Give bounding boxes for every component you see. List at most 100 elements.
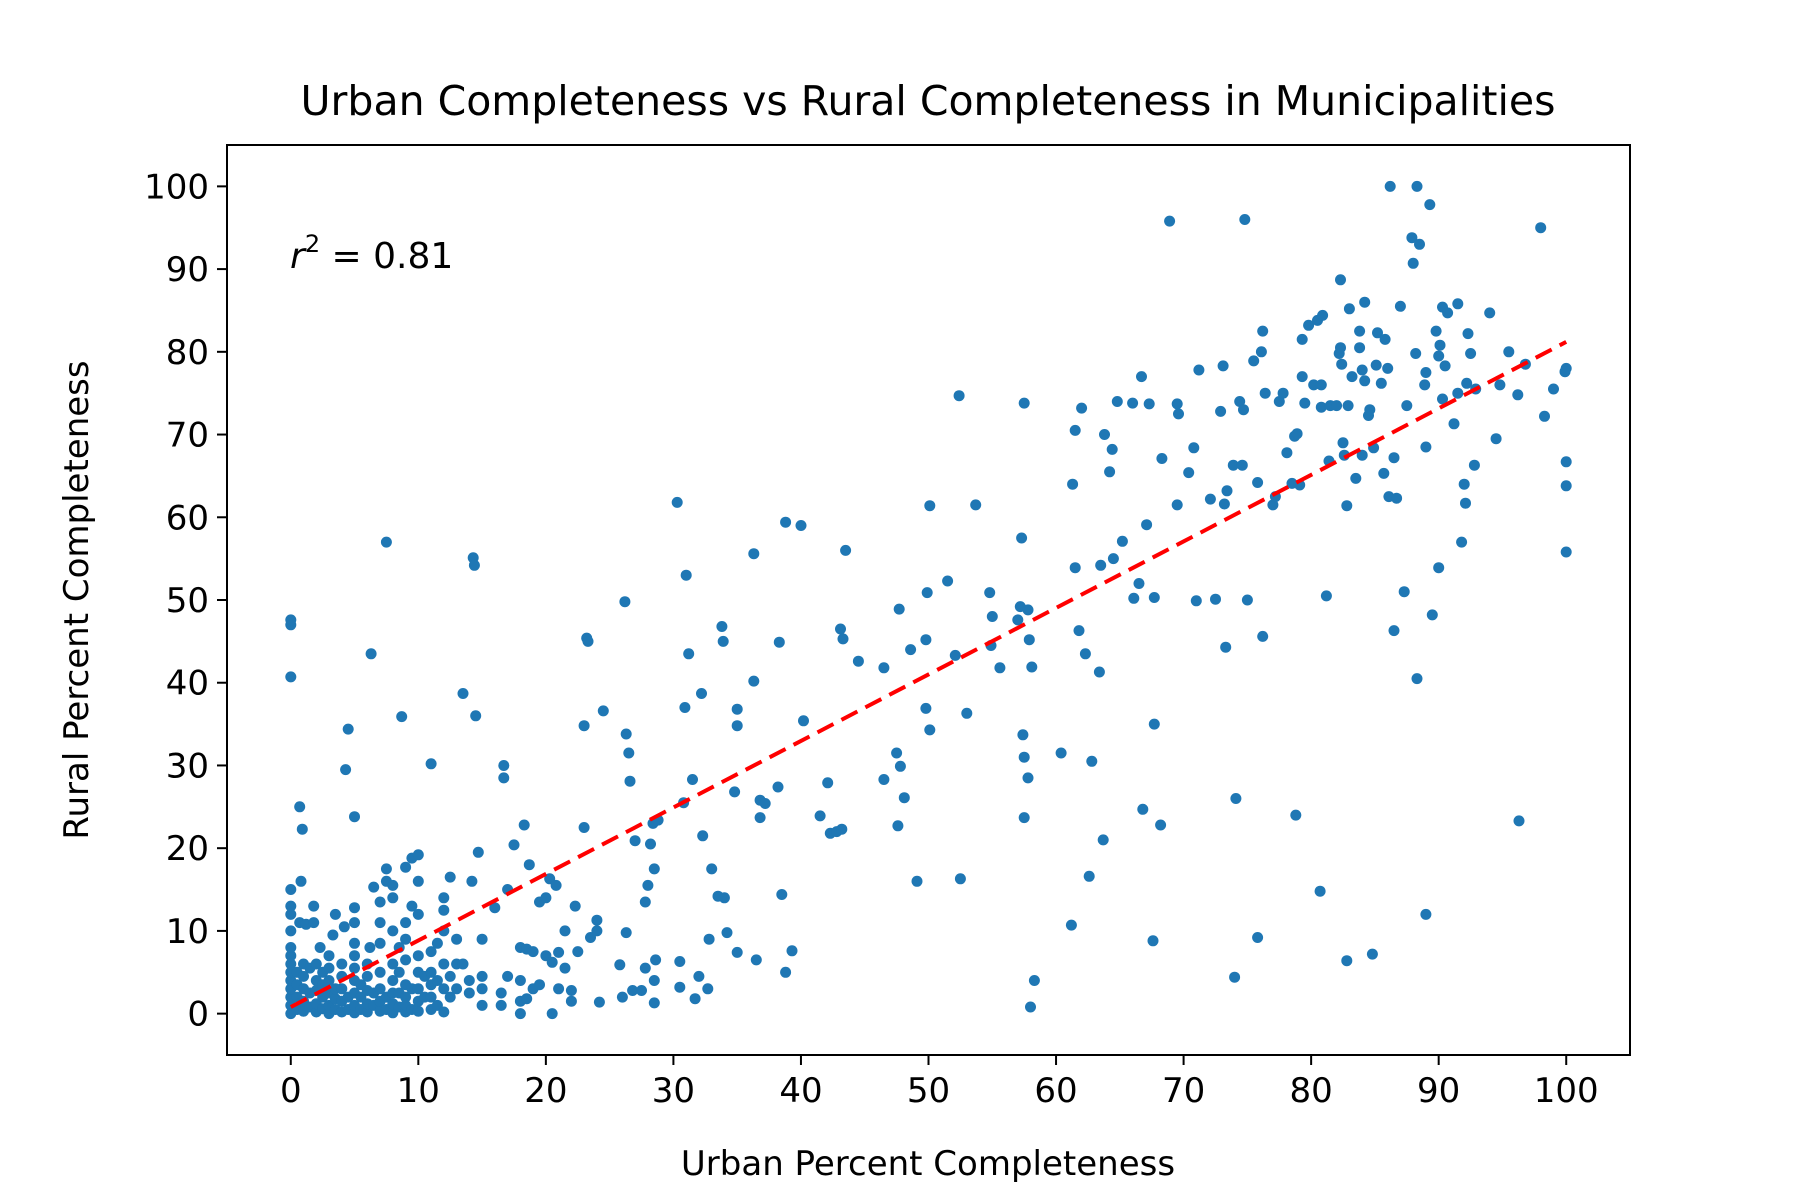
r-squared-annotation: r2 = 0.81: [290, 230, 453, 277]
scatter-point: [689, 993, 701, 1005]
scatter-point: [1512, 389, 1524, 401]
scatter-point: [546, 1008, 558, 1020]
scatter-point: [361, 970, 373, 982]
scatter-point: [721, 927, 733, 939]
scatter-point: [1291, 428, 1303, 440]
scatter-point: [1259, 387, 1271, 399]
scatter-point: [1022, 772, 1034, 784]
scatter-point: [1017, 729, 1029, 741]
y-tick-label: 10: [166, 912, 209, 952]
scatter-point: [1378, 467, 1390, 479]
scatter-point: [1354, 325, 1366, 337]
y-tick-label: 60: [166, 498, 209, 538]
scatter-point: [1183, 467, 1195, 479]
scatter-point: [1379, 333, 1391, 345]
scatter-point: [578, 720, 590, 732]
scatter-point: [891, 747, 903, 759]
scatter-point: [365, 648, 377, 660]
scatter-point: [1335, 274, 1346, 286]
scatter-point: [1267, 499, 1279, 511]
scatter-point: [412, 1005, 424, 1017]
scatter-point: [623, 747, 635, 759]
scatter-point: [1095, 559, 1107, 571]
scatter-point: [329, 908, 341, 920]
scatter-point: [1171, 499, 1183, 511]
scatter-point: [1239, 214, 1251, 225]
scatter-point: [476, 970, 488, 982]
scatter-point: [1173, 408, 1184, 420]
scatter-point: [1407, 257, 1419, 269]
scatter-point: [1193, 364, 1205, 376]
scatter-point: [1069, 562, 1081, 574]
scatter-point: [961, 707, 973, 719]
scatter-point: [1442, 307, 1454, 319]
y-axis-label: Rural Percent Completeness: [57, 360, 97, 839]
scatter-point: [1384, 180, 1396, 192]
scatter-point: [400, 917, 412, 929]
scatter-point: [314, 942, 326, 953]
scatter-point: [463, 975, 475, 986]
scatter-point: [1148, 592, 1160, 603]
scatter-point: [374, 917, 386, 929]
scatter-point: [1281, 447, 1293, 459]
scatter-point: [1257, 630, 1269, 642]
scatter-point: [285, 908, 297, 920]
scatter-point: [949, 649, 961, 661]
scatter-point: [1016, 532, 1028, 544]
scatter-point: [639, 962, 651, 974]
scatter-point: [648, 975, 660, 986]
points-layer: [285, 180, 1572, 1020]
scatter-point: [451, 983, 463, 995]
scatter-point: [645, 838, 656, 850]
scatter-point: [1252, 932, 1264, 943]
y-tick-label: 90: [166, 250, 209, 290]
scatter-point: [336, 958, 348, 970]
y-tick-label: 20: [166, 829, 209, 869]
scatter-point: [498, 772, 510, 784]
scatter-point: [368, 881, 380, 893]
scatter-point: [1503, 346, 1515, 358]
r-squared-symbol: r: [290, 236, 307, 277]
scatter-point: [986, 611, 998, 622]
scatter-point: [1414, 238, 1425, 250]
scatter-point: [1255, 346, 1267, 358]
scatter-point: [572, 946, 584, 958]
scatter-point: [438, 904, 450, 916]
scatter-point: [400, 933, 412, 945]
scatter-point: [310, 958, 322, 970]
scatter-point: [921, 587, 933, 599]
x-axis-ticks: 0 10 20 30 40 50 60 70 80 90 100: [280, 1055, 1599, 1111]
scatter-point: [1308, 379, 1320, 391]
scatter-point: [569, 900, 581, 912]
scatter-point: [970, 499, 982, 511]
scatter-point: [438, 983, 450, 995]
scatter-point: [984, 587, 996, 599]
scatter-point: [578, 822, 590, 833]
y-tick-label: 40: [166, 664, 209, 704]
scatter-point: [905, 644, 917, 656]
scatter-point: [1484, 307, 1496, 319]
scatter-point: [636, 985, 647, 996]
scatter-point: [1336, 358, 1348, 370]
x-tick-label: 30: [652, 1071, 695, 1111]
r-squared-value: = 0.81: [320, 236, 453, 277]
scatter-point: [1097, 834, 1109, 846]
scatter-point: [729, 786, 741, 798]
scatter-point: [750, 954, 762, 966]
scatter-point: [1331, 400, 1343, 412]
scatter-point: [553, 983, 565, 995]
scatter-point: [425, 946, 437, 958]
scatter-point: [1210, 593, 1221, 605]
scatter-point: [795, 520, 807, 531]
scatter-point: [1136, 371, 1147, 383]
scatter-point: [1398, 586, 1410, 598]
scatter-point: [650, 954, 662, 966]
scatter-point: [502, 970, 514, 982]
scatter-point: [1073, 625, 1085, 637]
scatter-point: [1023, 634, 1035, 646]
scatter-point: [1133, 578, 1145, 589]
scatter-point: [1299, 397, 1311, 409]
scatter-point: [1411, 180, 1423, 192]
scatter-point: [1535, 222, 1547, 234]
scatter-point: [703, 933, 715, 945]
